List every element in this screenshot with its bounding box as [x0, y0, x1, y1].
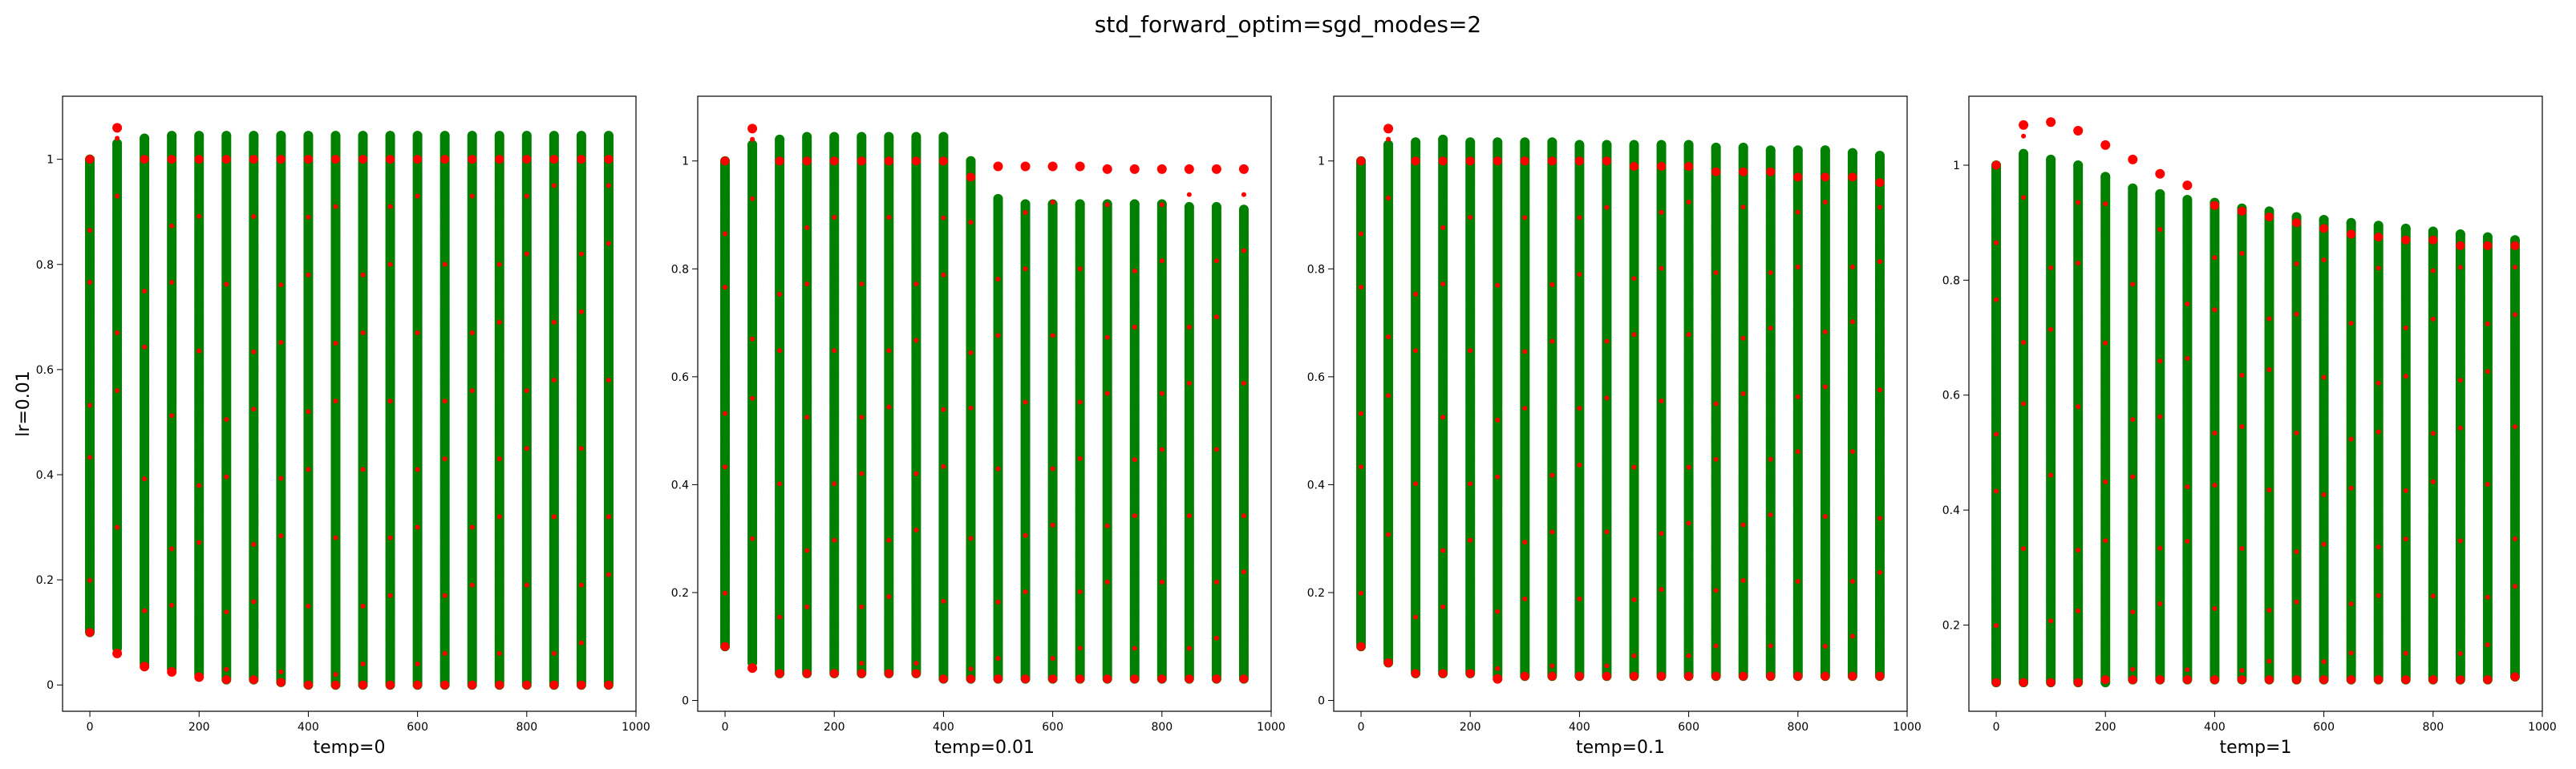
data-point — [140, 133, 150, 144]
data-point — [221, 131, 232, 141]
data-point — [167, 131, 177, 141]
data-point — [249, 131, 259, 141]
figure-title: std_forward_optim=sgd_modes=2 — [0, 11, 2576, 38]
data-point — [412, 131, 423, 141]
data-point — [194, 131, 205, 141]
data-point — [276, 131, 286, 141]
plot-area — [63, 96, 636, 711]
data-point — [439, 131, 450, 141]
data-point — [385, 131, 395, 141]
data-point — [112, 139, 123, 148]
data-point — [467, 131, 477, 141]
data-point — [330, 131, 341, 141]
data-point — [358, 131, 368, 141]
data-point — [303, 131, 314, 141]
